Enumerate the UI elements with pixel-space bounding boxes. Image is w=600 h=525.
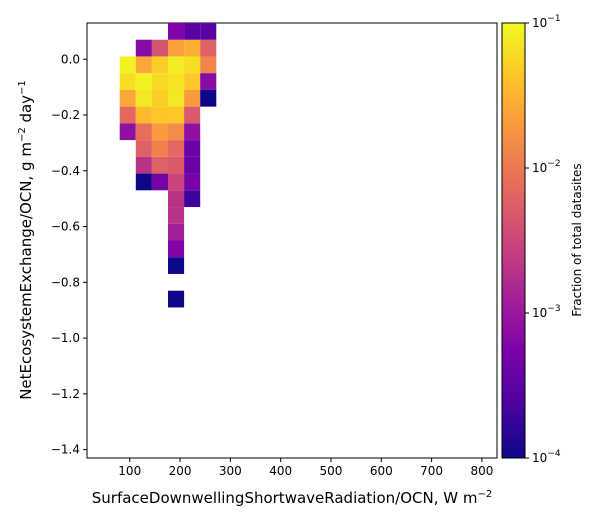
heatmap-cell [151,140,168,157]
y-tick-label: −0.6 [51,220,80,234]
x-axis-ticks: 100 200 300 400 500 600 700 800 [118,458,493,478]
heatmap-cell [167,23,185,40]
heatmap-cell [167,173,185,191]
x-tick-label: 100 [118,464,141,478]
heatmap-cell [135,140,152,157]
heatmap-cell [200,89,217,107]
heatmap-cell [167,207,185,224]
heatmap-cell [151,73,168,90]
heatmap-cell [167,190,185,208]
heatmap-cell [151,106,168,124]
heatmap-cell [151,173,168,191]
colorbar-ticks: 10−1 10−2 10−3 10−4 [525,14,561,465]
heatmap-cell [151,39,168,57]
y-tick-label: −0.2 [51,108,80,122]
heatmap-cell [167,223,185,241]
heatmap-cells [119,23,217,308]
heatmap-cell [151,56,168,74]
heatmap-cell [167,56,185,74]
y-tick-label: −0.4 [51,164,80,178]
heatmap-cell [151,123,168,141]
heatmap-cell [151,89,168,107]
heatmap-cell [167,73,185,90]
x-tick-label: 700 [420,464,443,478]
heatmap-cell [200,73,217,90]
colorbar-tick-label: 10−3 [532,304,561,320]
heatmap-cell [184,56,201,74]
heatmap-cell [184,190,201,208]
heatmap-cell [119,56,136,74]
heatmap-cell [167,106,185,124]
y-tick-label: 0.0 [61,52,80,66]
heatmap-cell [184,123,201,141]
heatmap-cell [119,106,136,124]
heatmap-cell [184,156,201,174]
x-tick-label: 500 [320,464,343,478]
heatmap-cell [167,39,185,57]
x-tick-label: 600 [370,464,393,478]
y-tick-label: −1.0 [51,331,80,345]
heatmap-cell [184,173,201,191]
y-tick-label: −1.2 [51,387,80,401]
heatmap-cell [184,73,201,90]
heatmap-cell [167,89,185,107]
y-tick-label: −0.8 [51,275,80,289]
heatmap-cell [135,156,152,174]
y-tick-label: −1.4 [51,443,80,457]
colorbar-tick-label: 10−2 [532,159,561,175]
heatmap-cell [135,39,152,57]
heatmap-cell [167,290,185,308]
heatmap-cell [200,39,217,57]
x-tick-label: 300 [219,464,242,478]
heatmap-cell [135,106,152,124]
colorbar-tick-label: 10−4 [532,449,561,465]
heatmap-cell [135,89,152,107]
heatmap-cell [167,240,185,258]
heatmap-cell [135,173,152,191]
heatmap-cell [184,89,201,107]
x-axis-label: SurfaceDownwellingShortwaveRadiation/OCN… [92,489,492,507]
x-tick-label: 200 [169,464,192,478]
heatmap-cell [167,140,185,157]
heatmap-cell [151,156,168,174]
x-tick-label: 400 [269,464,292,478]
heatmap-cell [119,73,136,90]
heatmap-cell [119,89,136,107]
x-tick-label: 800 [470,464,493,478]
heatmap-cell [135,56,152,74]
plot-frame [86,22,498,459]
colorbar-tick-label: 10−1 [532,14,561,30]
colorbar-label: Fraction of total datasites [570,163,584,316]
heatmap-cell [167,123,185,141]
y-axis-label: NetEcosystemExchange/OCN, g m−2 day−1 [17,80,35,400]
heatmap-cell [184,23,201,40]
heatmap-cell [135,123,152,141]
heatmap-cell [184,140,201,157]
heatmap-cell [135,73,152,90]
heatmap-cell [167,257,185,274]
heatmap-cell [184,106,201,124]
colorbar [501,22,526,459]
heatmap-cell [184,39,201,57]
heatmap-cell [200,56,217,74]
heatmap-cell [167,156,185,174]
heatmap-cell [119,123,136,141]
y-axis-ticks: 0.0 −0.2 −0.4 −0.6 −0.8 −1.0 −1.2 −1.4 [51,52,87,457]
heatmap-cell [200,23,217,40]
